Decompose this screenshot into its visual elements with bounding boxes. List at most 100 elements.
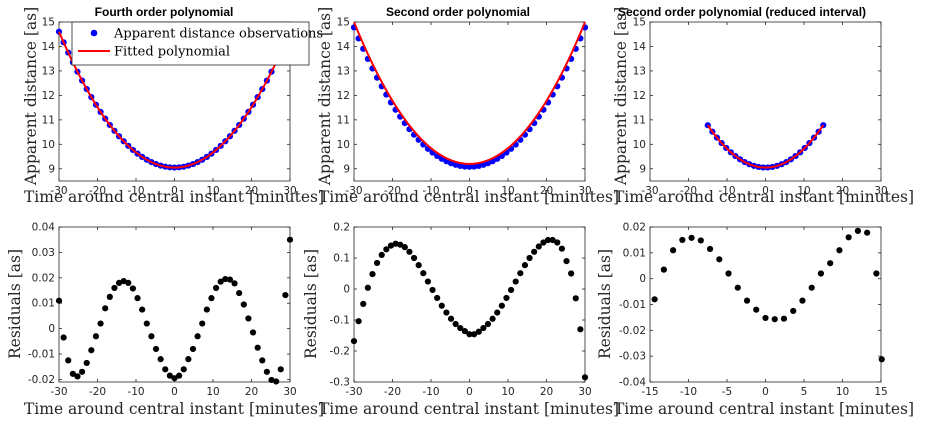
residual-point [734, 284, 741, 291]
observation-point [457, 162, 464, 170]
residual-point [217, 278, 224, 285]
x-axis-label: Time around central instant [minutes] [24, 188, 324, 206]
observation-point [475, 162, 482, 170]
y-axis-label: Apparent distance [as] [316, 7, 334, 186]
residual-point [540, 239, 547, 246]
x-tick-label: 10 [797, 185, 810, 197]
x-tick-label: 0 [762, 386, 769, 398]
residual-point [277, 366, 284, 373]
plot-area [55, 236, 294, 385]
y-tick-label: -0.3 [330, 377, 351, 389]
x-tick-label: 0 [171, 185, 178, 197]
x-tick-label: 20 [836, 185, 849, 197]
x-tick-label: -15 [641, 386, 658, 398]
x-tick-label: 20 [540, 185, 553, 197]
residual-point [79, 368, 86, 375]
legend-fit-label: Fitted polynomial [114, 45, 230, 60]
y-tick-label: 12 [337, 90, 350, 102]
residual-point [535, 243, 542, 250]
data-marks [651, 227, 885, 363]
residual-point [498, 302, 505, 309]
y-axis-label: Residuals [as] [302, 249, 320, 359]
plot-area [350, 21, 589, 170]
y-tick-label: -0.01 [28, 349, 55, 361]
y-tick-label: 0.01 [32, 298, 55, 310]
x-tick-label: 30 [578, 386, 591, 398]
data-marks [704, 122, 827, 171]
residual-point [447, 315, 455, 322]
chart-title: Second order polynomial [386, 5, 530, 19]
x-tick-label: 20 [245, 185, 258, 197]
panel-second-order: Second order polynomial -30 -20 -10 0 10 20 30… [316, 5, 619, 206]
residual-point [111, 284, 118, 292]
y-tick-label: 11 [337, 114, 350, 126]
residual-point [854, 227, 862, 234]
residual-point [503, 294, 510, 302]
y-tick-label: -0.04 [619, 377, 646, 389]
residual-point [401, 244, 408, 251]
residual-point [521, 262, 529, 269]
residual-point [194, 333, 201, 340]
x-tick-label: -30 [345, 386, 362, 398]
residual-point [836, 247, 843, 254]
x-axis-label: Time around central instant [minutes] [614, 400, 914, 418]
axis-frame [649, 226, 882, 383]
residual-point [457, 324, 464, 332]
residual-point [651, 296, 658, 303]
residual-point [743, 297, 751, 304]
x-tick-label: -10 [127, 386, 144, 398]
panel-second-order-reduced: Second order polynomial (reduced interva… [612, 5, 914, 206]
residual-point [180, 366, 187, 373]
residual-point [88, 347, 95, 354]
residual-point [670, 247, 677, 254]
x-axis-label: Time around central instant [minutes] [614, 188, 914, 206]
observation-point [466, 163, 473, 170]
residual-point [484, 320, 492, 328]
x-tick-label: 5 [801, 386, 808, 398]
residual-point [106, 293, 113, 300]
y-tick-label: 0.03 [32, 247, 55, 259]
residual-point [383, 246, 390, 253]
x-tick-label: 10 [501, 185, 514, 197]
panel-residuals-fourth-order: -30 -20 -10 0 10 20 30 -0.02 -0.01 0 0.01 0.02 0.03 0… [6, 222, 324, 419]
residual-point [102, 305, 109, 312]
residual-point [65, 357, 72, 364]
residual-point [406, 248, 413, 255]
residual-point [92, 333, 100, 340]
residual-point [526, 254, 533, 262]
residual-point [480, 324, 487, 332]
x-tick-label: 20 [245, 386, 258, 398]
y-axis-label: Apparent distance [as] [22, 7, 40, 186]
legend-observation-marker [90, 29, 98, 37]
residual-point [245, 315, 252, 322]
residual-point [725, 270, 732, 277]
residual-point [753, 306, 760, 313]
x-tick-label: 30 [578, 185, 591, 197]
residual-point [69, 370, 76, 377]
observation-point [471, 163, 478, 170]
residual-point [466, 331, 473, 338]
y-tick-label: 0.02 [32, 272, 55, 284]
residual-point [461, 328, 468, 335]
legend: Apparent distance observations Fitted po… [71, 21, 323, 66]
residual-point [688, 234, 695, 241]
y-tick-label: 0.1 [333, 253, 350, 265]
residual-point [471, 331, 478, 338]
residual-point [489, 315, 496, 322]
residual-point [189, 345, 197, 353]
legend-box [71, 21, 310, 66]
axes-box: -15 -10 -5 0 5 10 15 -0.04 -0.03 -0.02 -0.01 0 0.01 0… [619, 222, 888, 399]
y-tick-label: 12 [633, 90, 646, 102]
x-tick-label: 20 [540, 386, 553, 398]
residual-point [125, 279, 132, 287]
residual-point [199, 320, 206, 327]
y-tick-label: -0.01 [619, 299, 646, 311]
residual-point [171, 375, 178, 382]
x-axis-label: Time around central instant [minutes] [319, 400, 619, 418]
residual-point [134, 295, 141, 302]
residual-point [780, 315, 788, 322]
residual-point [424, 278, 432, 285]
residual-point [273, 378, 280, 385]
residual-point [360, 300, 367, 307]
residual-point [157, 356, 164, 363]
